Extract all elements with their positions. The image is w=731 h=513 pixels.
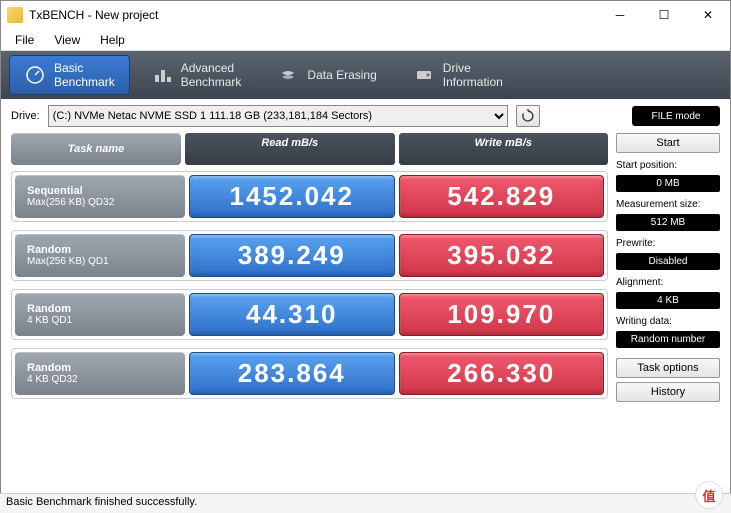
gauge-icon xyxy=(24,64,46,86)
read-value: 1452.042 xyxy=(189,175,395,218)
start-button[interactable]: Start xyxy=(616,133,720,153)
sidebar: Start Start position: 0 MB Measurement s… xyxy=(616,133,720,407)
measurement-size-value[interactable]: 512 MB xyxy=(616,214,720,231)
task-cell: RandomMax(256 KB) QD1 xyxy=(15,234,185,277)
status-bar: Basic Benchmark finished successfully. xyxy=(0,493,731,513)
refresh-button[interactable] xyxy=(516,105,540,127)
result-row: SequentialMax(256 KB) QD321452.042542.82… xyxy=(11,171,608,222)
result-row: Random4 KB QD32283.864266.330 xyxy=(11,348,608,399)
drive-select[interactable]: (C:) NVMe Netac NVME SSD 1 111.18 GB (23… xyxy=(48,105,508,127)
menu-bar: File View Help xyxy=(1,29,730,51)
write-value: 395.032 xyxy=(399,234,605,277)
close-button[interactable]: ✕ xyxy=(686,1,730,29)
tab-data-erasing[interactable]: Data Erasing xyxy=(262,55,391,95)
task-subtitle: Max(256 KB) QD1 xyxy=(27,256,173,267)
measurement-size-label: Measurement size: xyxy=(616,199,720,210)
alignment-label: Alignment: xyxy=(616,277,720,288)
task-options-button[interactable]: Task options xyxy=(616,358,720,378)
task-cell: SequentialMax(256 KB) QD32 xyxy=(15,175,185,218)
task-title: Random xyxy=(27,303,173,315)
task-subtitle: 4 KB QD32 xyxy=(27,374,173,385)
history-button[interactable]: History xyxy=(616,382,720,402)
tab-label2: Benchmark xyxy=(54,75,115,89)
task-title: Sequential xyxy=(27,185,173,197)
alignment-value[interactable]: 4 KB xyxy=(616,292,720,309)
header-write: Write mB/s xyxy=(399,133,609,165)
header-read: Read mB/s xyxy=(185,133,395,165)
write-value: 266.330 xyxy=(399,352,605,395)
menu-help[interactable]: Help xyxy=(90,31,135,49)
toolbar: BasicBenchmark AdvancedBenchmark Data Er… xyxy=(1,51,730,99)
menu-view[interactable]: View xyxy=(44,31,90,49)
read-value: 389.249 xyxy=(189,234,395,277)
chart-icon xyxy=(151,64,173,86)
drive-label: Drive: xyxy=(11,110,40,122)
drive-icon xyxy=(413,64,435,86)
header-task: Task name xyxy=(11,133,181,165)
minimize-button[interactable]: ─ xyxy=(598,1,642,29)
task-title: Random xyxy=(27,244,173,256)
menu-file[interactable]: File xyxy=(5,31,44,49)
erase-icon xyxy=(277,64,299,86)
tab-drive-information[interactable]: DriveInformation xyxy=(398,55,518,95)
watermark: 值 值 · 什么值得买 xyxy=(695,481,723,509)
task-subtitle: 4 KB QD1 xyxy=(27,315,173,326)
drive-bar: Drive: (C:) NVMe Netac NVME SSD 1 111.18… xyxy=(1,99,730,133)
task-cell: Random4 KB QD32 xyxy=(15,352,185,395)
writing-data-label: Writing data: xyxy=(616,316,720,327)
task-title: Random xyxy=(27,362,173,374)
prewrite-value[interactable]: Disabled xyxy=(616,253,720,270)
prewrite-label: Prewrite: xyxy=(616,238,720,249)
window-title: TxBENCH - New project xyxy=(29,8,598,22)
start-position-label: Start position: xyxy=(616,160,720,171)
task-subtitle: Max(256 KB) QD32 xyxy=(27,197,173,208)
start-position-value[interactable]: 0 MB xyxy=(616,175,720,192)
write-value: 109.970 xyxy=(399,293,605,336)
watermark-icon: 值 xyxy=(695,481,723,509)
maximize-button[interactable]: ☐ xyxy=(642,1,686,29)
tab-label: Basic xyxy=(54,61,83,75)
app-icon xyxy=(7,7,23,23)
title-bar: TxBENCH - New project ─ ☐ ✕ xyxy=(1,1,730,29)
writing-data-value[interactable]: Random number xyxy=(616,331,720,348)
write-value: 542.829 xyxy=(399,175,605,218)
result-row: RandomMax(256 KB) QD1389.249395.032 xyxy=(11,230,608,281)
tab-advanced-benchmark[interactable]: AdvancedBenchmark xyxy=(136,55,257,95)
results-panel: Task name Read mB/s Write mB/s Sequentia… xyxy=(11,133,608,407)
task-cell: Random4 KB QD1 xyxy=(15,293,185,336)
tab-basic-benchmark[interactable]: BasicBenchmark xyxy=(9,55,130,95)
file-mode-button[interactable]: FILE mode xyxy=(632,106,720,126)
result-row: Random4 KB QD144.310109.970 xyxy=(11,289,608,340)
read-value: 44.310 xyxy=(189,293,395,336)
read-value: 283.864 xyxy=(189,352,395,395)
